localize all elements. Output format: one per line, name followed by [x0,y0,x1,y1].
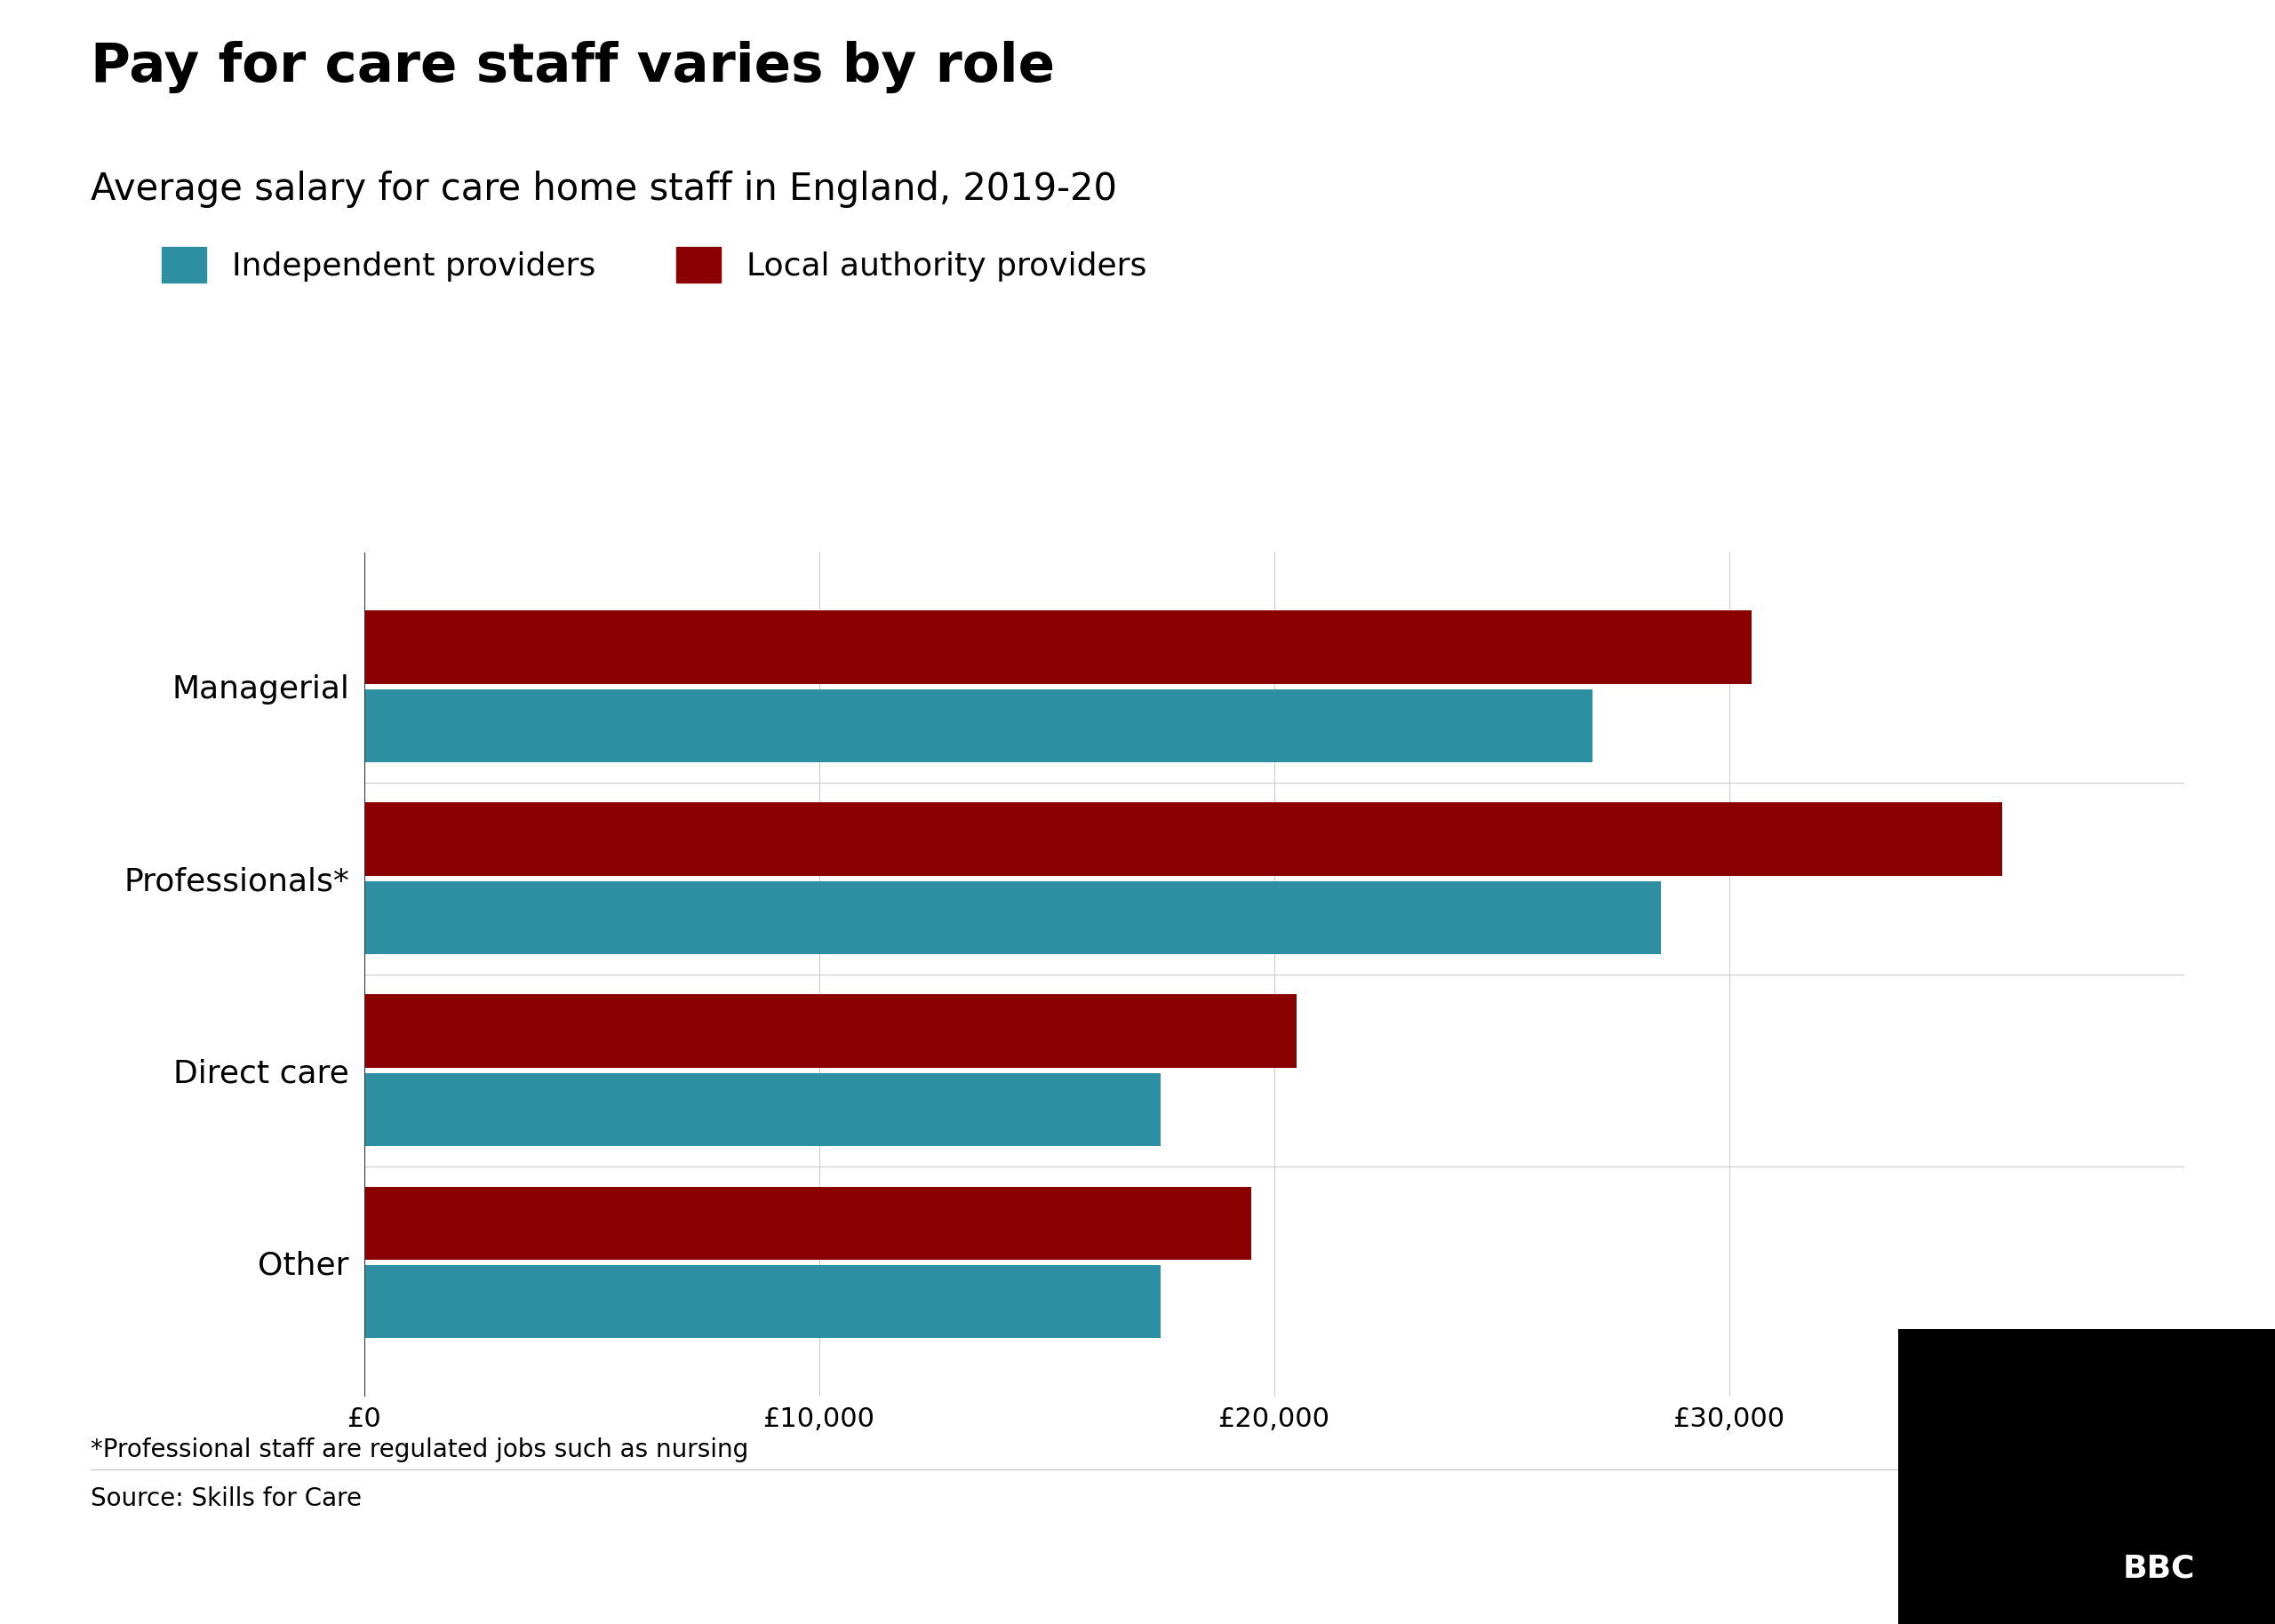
Text: *Professional staff are regulated jobs such as nursing: *Professional staff are regulated jobs s… [91,1437,748,1462]
Bar [364,802,2002,875]
Bar [364,690,1592,762]
Bar [364,994,1297,1067]
Text: Source: Skills for Care: Source: Skills for Care [91,1486,362,1510]
Bar [364,882,1661,955]
Text: BBC: BBC [2123,1553,2195,1583]
Bar [364,1265,1160,1338]
Bar [364,611,1752,684]
Text: Pay for care staff varies by role: Pay for care staff varies by role [91,41,1056,93]
Bar [364,1073,1160,1147]
Legend: Independent providers, Local authority providers: Independent providers, Local authority p… [162,247,1147,283]
Text: Average salary for care home staff in England, 2019-20: Average salary for care home staff in En… [91,171,1117,208]
Bar [364,1187,1251,1260]
